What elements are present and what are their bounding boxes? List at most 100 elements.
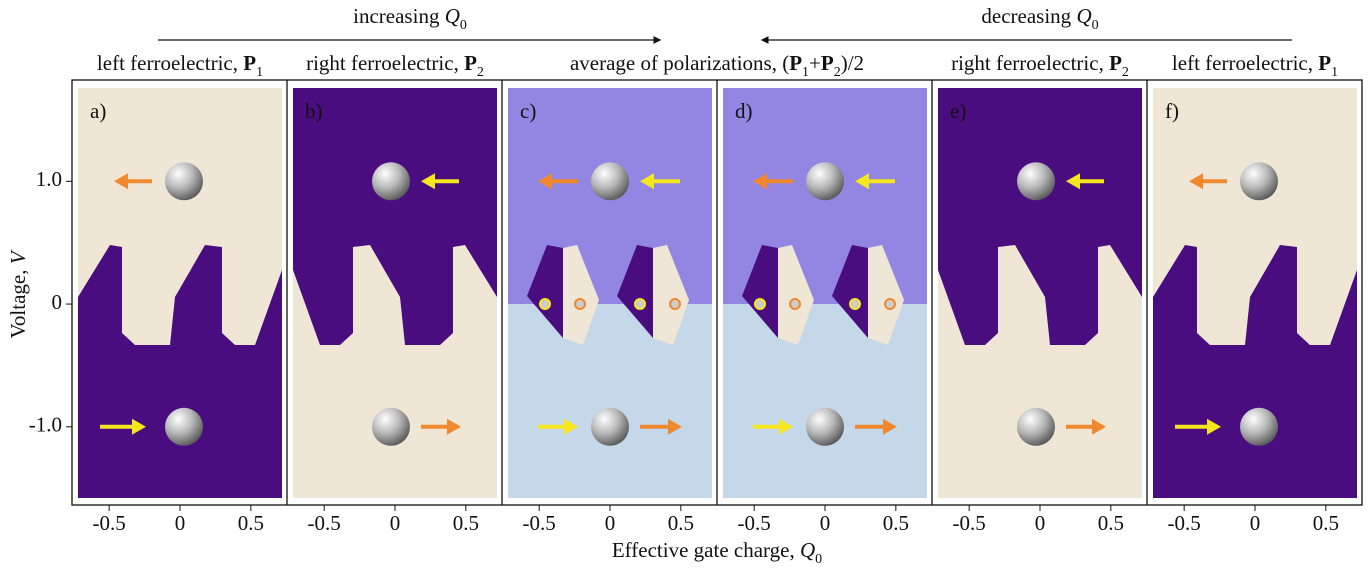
- y-tick-label: 0: [52, 290, 63, 314]
- hysteresis-marker: [789, 298, 801, 311]
- arrow-head: [564, 418, 578, 435]
- arrow-head: [883, 418, 897, 435]
- arrow-head: [779, 418, 793, 435]
- x-tick-label: 0: [390, 511, 401, 535]
- text-part: left ferroelectric,: [97, 51, 243, 75]
- arrow-head: [668, 418, 682, 435]
- panel-label: b): [305, 99, 323, 123]
- text-part: right ferroelectric,: [951, 51, 1109, 75]
- tooth-beige: [868, 245, 904, 345]
- x-tick-label: 0.5: [1098, 511, 1124, 535]
- text-part: left ferroelectric,: [1172, 51, 1318, 75]
- text-part: P: [1318, 51, 1331, 75]
- y-tick-label: -1.0: [29, 413, 62, 437]
- region-bottom: [938, 245, 1142, 498]
- x-tick-label: 0: [1250, 511, 1261, 535]
- x-tick-label: 0.5: [1313, 511, 1339, 535]
- text-part: decreasing: [981, 4, 1076, 28]
- x-tick-label: 0.5: [883, 511, 909, 535]
- panel-label: c): [520, 99, 536, 123]
- hysteresis-marker: [539, 298, 551, 311]
- text-part: 2: [1122, 65, 1129, 80]
- arrow-head: [1066, 173, 1080, 190]
- ball: [165, 407, 203, 446]
- panel-title: left ferroelectric, P1: [97, 51, 263, 80]
- y-tick-label: 1.0: [36, 167, 62, 191]
- text-part: P: [789, 51, 802, 75]
- hysteresis-marker: [754, 298, 766, 311]
- tooth-purple: [832, 245, 868, 338]
- text-part: right ferroelectric,: [306, 51, 464, 75]
- y-axis-label: Voltage, V: [6, 249, 30, 338]
- panel-label: f): [1165, 99, 1179, 123]
- text-part: 0: [460, 18, 467, 33]
- text-part: )/2: [841, 51, 864, 75]
- text-part: 1: [256, 65, 263, 80]
- ball: [372, 162, 410, 201]
- arrow-head: [855, 173, 869, 190]
- tooth-beige: [653, 245, 689, 345]
- text-part: 1: [1331, 65, 1338, 80]
- text-part: +: [809, 51, 821, 75]
- text-part: increasing: [353, 4, 445, 28]
- text-part: 2: [834, 65, 841, 80]
- arrow-head: [1189, 173, 1203, 190]
- x-tick-label: 0.5: [668, 511, 694, 535]
- x-tick-label: -0.5: [308, 511, 341, 535]
- hysteresis-marker: [884, 298, 896, 311]
- hysteresis-marker: [634, 298, 646, 311]
- text-part: P: [1109, 51, 1122, 75]
- ball: [806, 162, 844, 201]
- panel-title: average of polarizations, (P1+P2)/2: [570, 51, 864, 80]
- arrow-head: [421, 173, 435, 190]
- text-part: V: [6, 249, 30, 264]
- panel-label: e): [950, 99, 966, 123]
- x-tick-label: -0.5: [93, 511, 126, 535]
- text-part: Voltage,: [6, 264, 30, 338]
- x-tick-label: 0: [1035, 511, 1046, 535]
- ball: [1240, 407, 1278, 446]
- x-tick-label: -0.5: [523, 511, 556, 535]
- hysteresis-marker: [669, 298, 681, 311]
- region-bottom: [723, 304, 927, 498]
- tooth-purple: [527, 245, 563, 338]
- x-tick-label: -0.5: [953, 511, 986, 535]
- panel-label: d): [735, 99, 753, 123]
- x-tick-label: -0.5: [738, 511, 771, 535]
- region-bottom: [508, 304, 712, 498]
- arrow-head: [753, 173, 767, 190]
- text-part: Q: [445, 4, 460, 28]
- ball: [1017, 162, 1055, 201]
- x-axis-label: Effective gate charge, Q0: [612, 538, 822, 567]
- text-part: Q: [1076, 4, 1091, 28]
- x-tick-label: 0.5: [238, 511, 264, 535]
- hysteresis-marker: [574, 298, 586, 311]
- region-bottom: [293, 245, 497, 498]
- arrow-head: [114, 173, 128, 190]
- text-part: P: [243, 51, 256, 75]
- panel-title: right ferroelectric, P2: [306, 51, 484, 80]
- text-part: 2: [477, 65, 484, 80]
- x-tick-label: -0.5: [1168, 511, 1201, 535]
- x-tick-label: 0: [605, 511, 616, 535]
- region-bottom: [1153, 245, 1357, 498]
- panel-title: left ferroelectric, P1: [1172, 51, 1338, 80]
- text-part: average of polarizations, (: [570, 51, 789, 75]
- header-increasing: increasing Q0: [353, 4, 467, 33]
- arrow-head: [1207, 418, 1221, 435]
- ball: [372, 407, 410, 446]
- tooth-purple: [617, 245, 653, 338]
- ball: [806, 407, 844, 446]
- text-part: P: [464, 51, 477, 75]
- panel-title: right ferroelectric, P2: [951, 51, 1129, 80]
- tooth-beige: [563, 245, 599, 345]
- hysteresis-marker: [849, 298, 861, 311]
- text-part: 0: [815, 552, 822, 567]
- ball: [591, 407, 629, 446]
- arrow-head: [538, 173, 552, 190]
- arrow-head: [640, 173, 654, 190]
- panel-label: a): [90, 99, 106, 123]
- text-part: Q: [800, 538, 815, 562]
